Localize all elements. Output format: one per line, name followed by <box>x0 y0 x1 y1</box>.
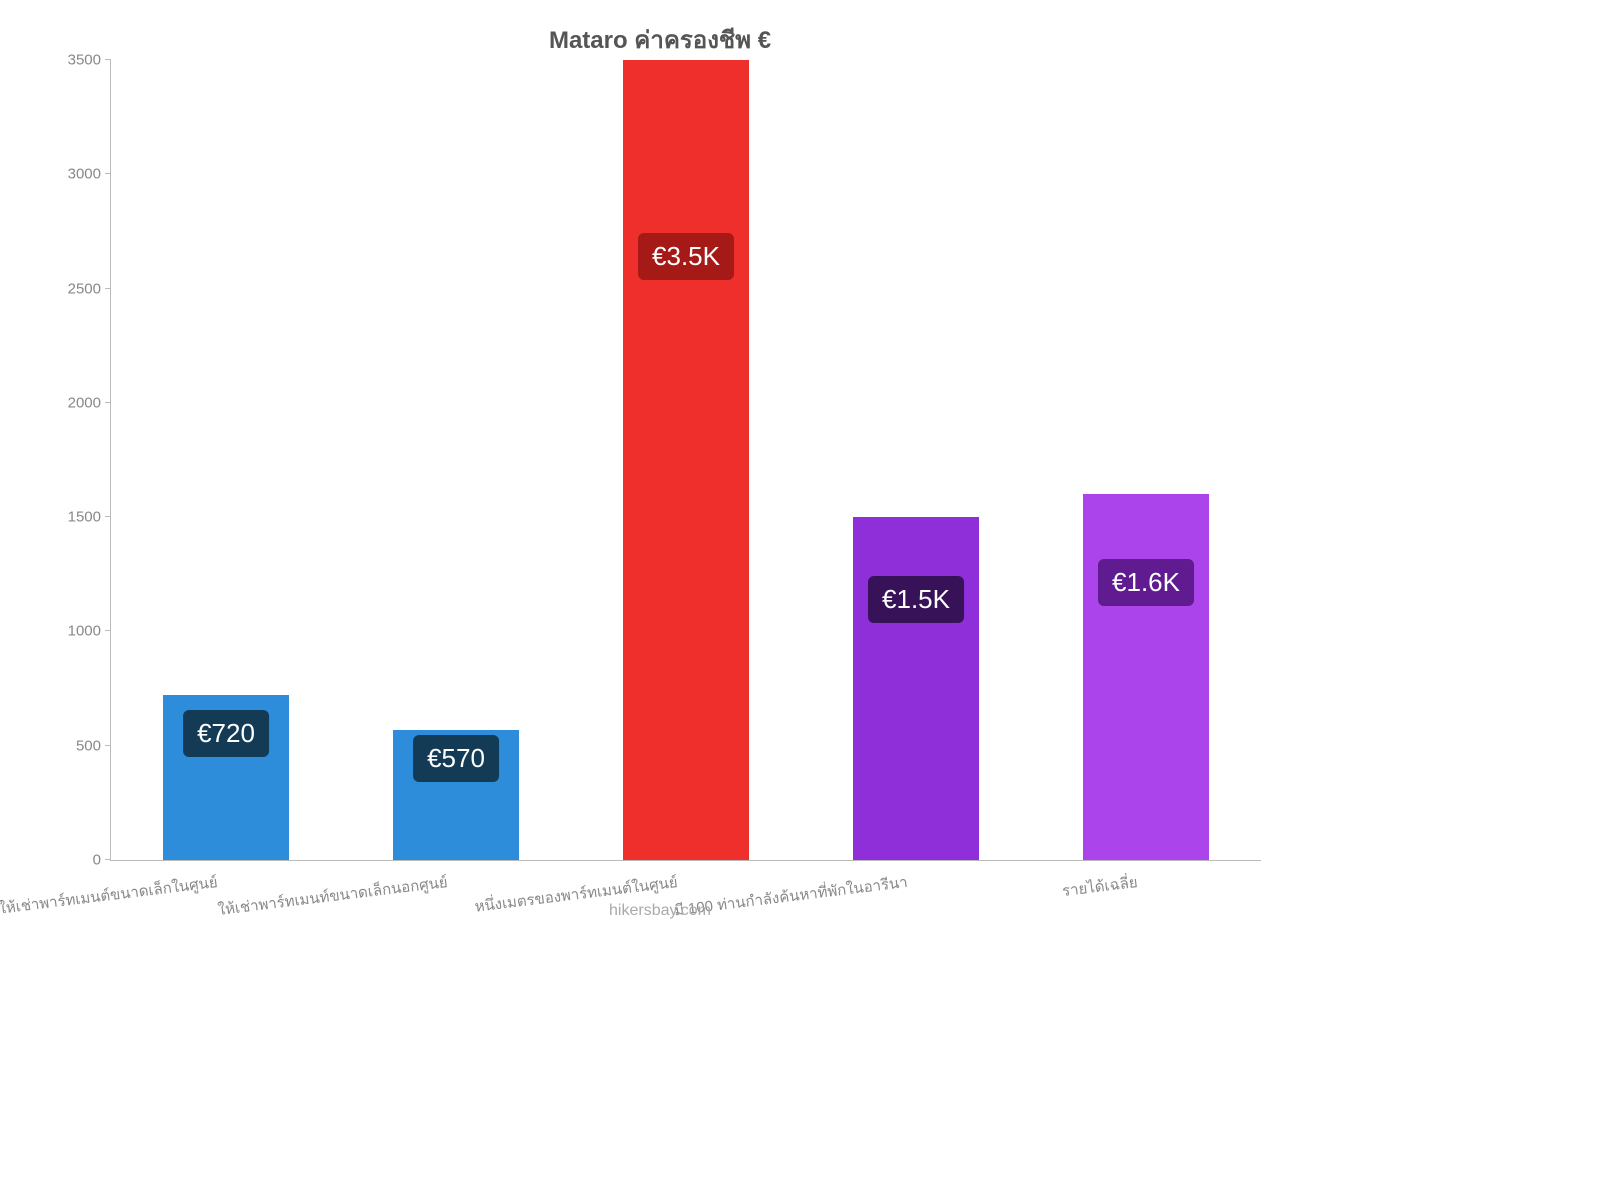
bar-value-label: €1.5K <box>868 576 964 623</box>
x-axis-category-label: รายได้เฉลี่ย <box>1136 870 1139 894</box>
x-axis-category-label: ให้เช่าพาร์ทเมนท์ขนาดเล็กนอกศูนย์ <box>446 870 449 894</box>
bar: €720 <box>163 695 290 860</box>
y-axis-tick-mark <box>105 288 111 289</box>
y-axis-tick-mark <box>105 59 111 60</box>
bar: €570 <box>393 730 520 860</box>
plot-area: 0500100015002000250030003500€720ให้เช่าพ… <box>110 60 1261 861</box>
y-axis-tick-mark <box>105 630 111 631</box>
y-axis-tick-label: 3000 <box>51 166 101 183</box>
chart-title: Mataro ค่าครองชีพ € <box>40 20 1280 59</box>
bar: €1.5K <box>853 517 980 860</box>
y-axis-tick-mark <box>105 745 111 746</box>
y-axis-tick-mark <box>105 173 111 174</box>
bar: €1.6K <box>1083 494 1210 860</box>
bar-value-label: €570 <box>413 735 499 782</box>
y-axis-tick-label: 500 <box>51 737 101 754</box>
chart-footer-source: hikersbay.com <box>40 902 1280 920</box>
bar: €3.5K <box>623 60 750 860</box>
y-axis-tick-mark <box>105 516 111 517</box>
y-axis-tick-label: 2500 <box>51 280 101 297</box>
bar-value-label: €3.5K <box>638 233 734 280</box>
y-axis-tick-label: 3500 <box>51 52 101 69</box>
y-axis-tick-mark <box>105 859 111 860</box>
y-axis-tick-label: 2000 <box>51 394 101 411</box>
y-axis-tick-label: 1500 <box>51 509 101 526</box>
y-axis-tick-mark <box>105 402 111 403</box>
cost-of-living-bar-chart: Mataro ค่าครองชีพ € 05001000150020002500… <box>40 20 1280 940</box>
y-axis-tick-label: 1000 <box>51 623 101 640</box>
y-axis-tick-label: 0 <box>51 852 101 869</box>
x-axis-category-label: มี 100 ท่านกำลังค้นหาที่พักในอารีนา <box>906 870 909 894</box>
bar-value-label: €720 <box>183 710 269 757</box>
x-axis-category-label: ให้เช่าพาร์ทเมนต์ขนาดเล็กในศูนย์ <box>216 870 219 894</box>
x-axis-category-label: หนึ่งเมตรของพาร์ทเมนต์ในศูนย์ <box>676 870 679 894</box>
bar-value-label: €1.6K <box>1098 559 1194 606</box>
